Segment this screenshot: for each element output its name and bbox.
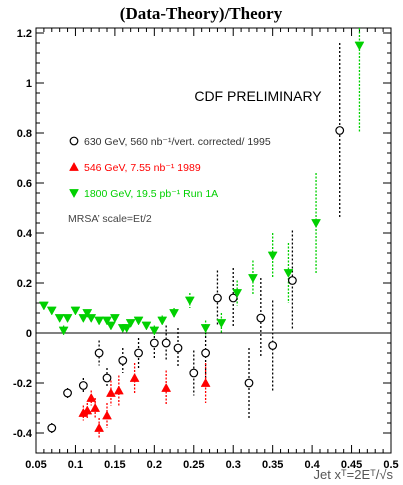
x-tick-label: 0.35	[262, 459, 283, 471]
y-tick-label: -0.2	[13, 378, 32, 390]
data-point	[244, 378, 254, 388]
x-tick-label: 0.5	[383, 459, 398, 471]
data-point	[335, 126, 345, 135]
data-point	[102, 373, 112, 383]
data-point	[90, 402, 101, 412]
data-point	[201, 348, 211, 358]
data-point	[86, 392, 97, 402]
data-point	[213, 293, 222, 303]
data-point	[54, 314, 65, 324]
data-point	[94, 422, 105, 432]
legend-label: 1800 GeV, 19.5 pb⁻¹ Run 1A	[84, 188, 218, 200]
x-tick-label: 0.25	[183, 459, 204, 471]
legend: 630 GeV, 560 nb⁻¹/vert. corrected/ 1995 5…	[68, 136, 271, 225]
data-point	[70, 306, 81, 316]
legend-label: 630 GeV, 560 nb⁻¹/vert. corrected/ 1995	[84, 136, 271, 148]
data-point	[149, 326, 160, 336]
data-point	[216, 319, 227, 329]
legend-marker	[69, 136, 79, 146]
data-point	[267, 251, 278, 261]
data-point	[200, 324, 211, 334]
data-point	[232, 289, 243, 299]
data-point	[248, 274, 258, 284]
data-point	[62, 314, 73, 324]
x-tick-label: 0.3	[226, 459, 241, 471]
data-point	[78, 314, 89, 324]
data-point	[106, 387, 116, 397]
axes-layer: 0.05 0.1 0.15 0.2 0.25 0.3 0.35 0.4 0.45 0.5 -0.4 -…	[13, 28, 399, 471]
y-tick-label: -0.4	[13, 428, 33, 440]
y-tick-label: 0.6	[17, 178, 32, 190]
data-point	[106, 321, 116, 331]
data-point	[189, 368, 199, 378]
data-point	[118, 356, 128, 365]
data-point	[129, 372, 140, 382]
y-tick-label: 1.2	[17, 28, 32, 40]
data-point	[161, 382, 172, 392]
legend-note: MRSA’ scale=Et/2	[68, 213, 152, 225]
data-point	[354, 41, 365, 51]
data-point	[173, 343, 183, 353]
x-tick-label: 0.05	[25, 459, 46, 471]
legend-marker	[69, 189, 79, 199]
data-point	[200, 377, 211, 387]
y-tick-label: 0.8	[17, 128, 32, 140]
data-point	[113, 385, 124, 395]
chart-title: (Data-Theory)/Theory	[120, 4, 283, 23]
legend-marker	[69, 161, 79, 171]
data-point	[184, 296, 195, 306]
data-point	[125, 319, 136, 329]
data-point	[46, 306, 57, 316]
data-point	[47, 423, 57, 433]
data-point	[78, 381, 88, 390]
y-tick-label: 1	[26, 78, 32, 90]
data-point	[82, 309, 93, 319]
data-point	[102, 410, 112, 420]
y-tick-label: 0.4	[17, 228, 33, 240]
legend-label: 546 GeV, 7.55 nb⁻¹ 1989	[84, 162, 201, 174]
x-tick-label: 0.4	[304, 459, 320, 471]
marker-layer	[38, 41, 365, 433]
data-point	[82, 405, 93, 415]
x-tick-label: 0.2	[147, 459, 162, 471]
data-point	[121, 324, 132, 334]
data-point	[161, 338, 171, 348]
data-point	[157, 316, 168, 326]
y-tick-label: 0.2	[17, 278, 32, 290]
data-point	[133, 316, 144, 326]
x-tick-label: 0.45	[341, 459, 362, 471]
data-point	[134, 348, 143, 358]
data-point	[149, 338, 159, 348]
data-point	[38, 301, 49, 311]
data-point	[58, 326, 69, 336]
y-tick-label: 0	[26, 328, 32, 340]
data-point	[102, 316, 112, 326]
data-point	[228, 293, 238, 303]
data-point	[256, 313, 266, 323]
x-tick-label: 0.1	[68, 459, 83, 471]
data-point	[283, 269, 294, 279]
data-point	[311, 219, 321, 229]
data-point	[109, 314, 120, 324]
x-tick-label: 0.15	[104, 459, 125, 471]
data-point	[86, 314, 97, 324]
data-point	[63, 388, 72, 398]
data-point	[287, 276, 297, 285]
data-point	[94, 348, 104, 358]
data-point	[94, 316, 105, 326]
data-point	[268, 341, 278, 350]
data-point	[141, 321, 152, 331]
x-axis-label: Jet xᵀ=2Eᵀ/√s	[314, 467, 394, 482]
plot-frame	[35, 27, 392, 454]
chart-annotation: CDF PRELIMINARY	[194, 88, 322, 104]
data-point	[169, 309, 179, 319]
